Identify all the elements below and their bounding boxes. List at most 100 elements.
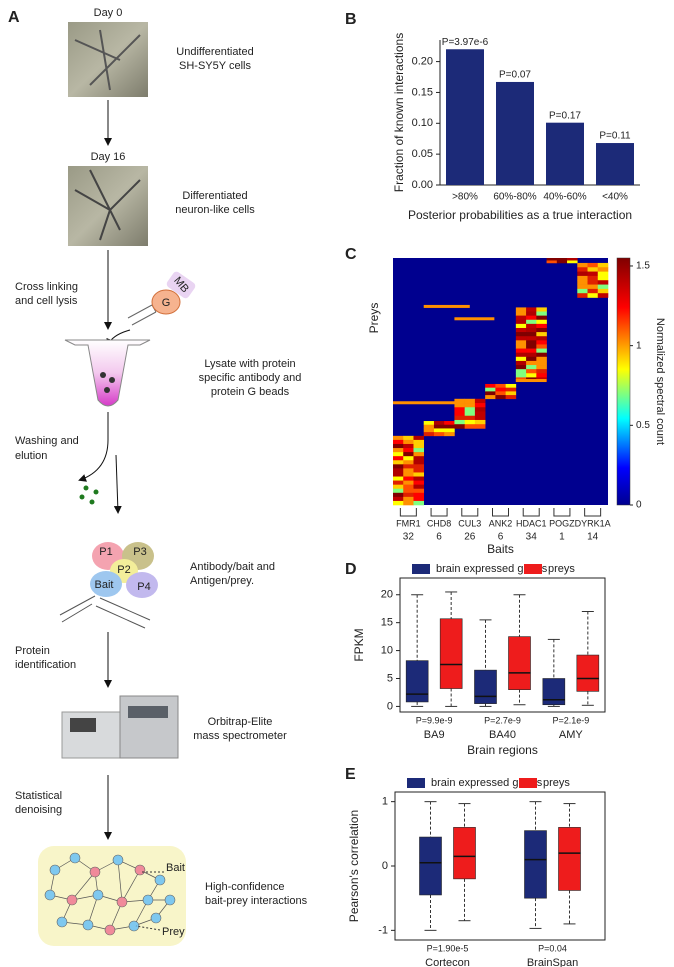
heatmap-cell [526, 369, 537, 374]
heatmap-cell [454, 317, 495, 321]
heatmap-cell [444, 428, 455, 433]
heatmap-cell [433, 432, 445, 437]
heatmap-cell [597, 293, 609, 298]
step-text: Cross linking [15, 281, 78, 293]
heatmap-cell [495, 383, 506, 388]
heatmap-cell [536, 344, 547, 349]
heatmap-cell [526, 373, 537, 378]
x-tick-label: BrainSpan [527, 957, 578, 967]
panel-label: A [8, 9, 20, 26]
heatmap-cell [536, 319, 547, 325]
box [576, 654, 600, 692]
eluted-proteins [79, 485, 99, 505]
heatmap-cell [577, 271, 588, 277]
network-node [112, 854, 124, 866]
heatmap-cell [526, 311, 537, 316]
heatmap-cell [526, 348, 537, 353]
heatmap-cell [393, 464, 404, 469]
heatmap-cell [515, 336, 527, 341]
heatmap-cell [485, 387, 496, 392]
network-box [38, 846, 186, 946]
heatmap-cell [536, 356, 547, 362]
heatmap-cell [403, 435, 414, 441]
heatmap-cell [474, 403, 486, 408]
heatmap-cell [567, 260, 578, 264]
heatmap-cell [546, 260, 558, 264]
y-axis-label: FPKM [352, 628, 366, 661]
heatmap-cell [536, 348, 547, 353]
panel-label: B [345, 11, 357, 28]
heatmap-cell [464, 403, 476, 408]
bait-bracket [522, 508, 540, 517]
heatmap-cell [536, 311, 547, 316]
heatmap-cell [577, 262, 588, 268]
heatmap-cell [433, 421, 445, 426]
x-tick-label: HDAC1 [516, 518, 547, 528]
box [508, 636, 531, 690]
network-node [134, 864, 146, 876]
step-text: neuron-like cells [175, 204, 255, 216]
heatmap-cell [464, 424, 476, 429]
heatmap-cell [495, 387, 506, 392]
heatmap-cell [393, 484, 404, 490]
bait-count: 32 [403, 532, 415, 543]
heatmap-cell [393, 496, 404, 502]
arrow [78, 412, 109, 482]
heatmap-cell [393, 456, 404, 461]
heatmap-cell [413, 500, 425, 506]
legend-label: brain expressed genes [436, 563, 548, 575]
heatmap-cell [577, 267, 588, 272]
heatmap-cell [403, 480, 414, 485]
x-tick-label: FMR1 [396, 518, 421, 528]
heatmap-cell [403, 472, 414, 477]
protein-label: P1 [99, 546, 112, 558]
box [419, 836, 442, 896]
bait-count: 34 [526, 532, 538, 543]
heatmap-cell [413, 439, 425, 445]
heatmap-cell [526, 332, 537, 337]
heatmap-cell [587, 262, 599, 268]
network-edge [117, 859, 123, 903]
p-value: P=2.7e-9 [484, 715, 521, 725]
step-text: SH-SY5Y cells [179, 60, 251, 72]
network-node [89, 866, 101, 878]
bait-count: 1 [559, 532, 565, 543]
heatmap-cell [515, 319, 527, 325]
box [405, 660, 429, 703]
heatmap-cell [454, 424, 465, 429]
y-tick-label: 0 [387, 700, 393, 712]
heatmap-cell [464, 419, 476, 425]
cell-shape [74, 169, 141, 241]
bait-bracket [492, 508, 509, 517]
heatmap-cell [464, 407, 476, 412]
network-edge [71, 871, 96, 901]
heatmap-cell [413, 460, 425, 465]
x-tick-label: Cortecon [425, 957, 470, 967]
bait-count: 6 [436, 532, 442, 543]
network-node [69, 852, 81, 864]
heatmap-cell [587, 275, 599, 281]
heatmap-cell [515, 323, 527, 329]
x-tick-label: CUL3 [458, 518, 481, 528]
heatmap-cell [403, 496, 414, 502]
y-tick-label: 0.00 [412, 179, 433, 191]
heatmap-cell [536, 332, 547, 337]
heatmap-cell [444, 432, 455, 437]
heatmap-cell [556, 258, 568, 261]
heatmap-cell [536, 352, 547, 358]
heatmap-cell [393, 472, 404, 477]
y-tick-label: 0 [382, 860, 388, 872]
heatmap-cell [454, 415, 465, 421]
network-node [154, 874, 166, 886]
plot-frame [399, 577, 606, 713]
heatmap-cell [495, 395, 506, 400]
panel-label: E [345, 766, 356, 783]
step-text: mass spectrometer [193, 730, 287, 742]
heatmap-cell [403, 468, 414, 473]
heatmap-cell [413, 452, 425, 457]
protein-label: Bait [95, 579, 114, 591]
heatmap-cell [515, 327, 527, 333]
heatmap-cell [485, 395, 496, 400]
legend-swatch [407, 778, 425, 788]
network-node [142, 894, 154, 906]
